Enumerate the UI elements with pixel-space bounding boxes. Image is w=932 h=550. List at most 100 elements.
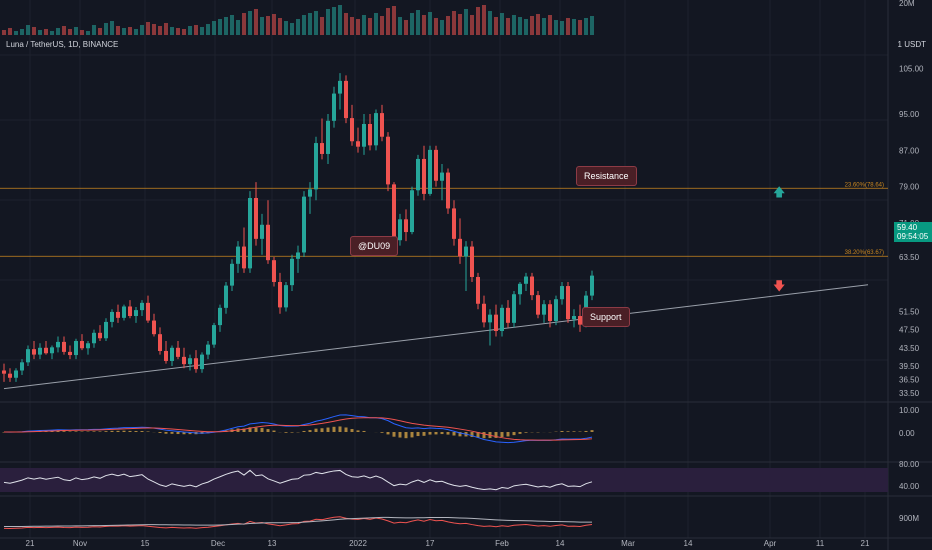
macd-histogram-bar	[566, 431, 570, 432]
macd-histogram-bar	[386, 432, 390, 435]
countdown: 09:54:05	[897, 232, 929, 241]
volume-bar	[68, 29, 72, 35]
macd-histogram-bar	[422, 432, 426, 436]
candle-body	[452, 208, 456, 239]
volume-bar	[512, 15, 516, 35]
macd-histogram-bar	[242, 428, 246, 432]
volume-bar	[428, 12, 432, 35]
volume-bar	[32, 27, 36, 35]
support-annotation[interactable]: Support	[582, 307, 630, 327]
rsi-pane	[0, 468, 888, 492]
volume-bar	[62, 26, 66, 35]
volume-bar	[248, 11, 252, 35]
volume-bar	[188, 26, 192, 35]
macd-histogram-bar	[512, 432, 516, 436]
volume-bar	[194, 25, 198, 35]
macd-histogram-bar	[188, 432, 192, 435]
macd-histogram-bar	[122, 430, 126, 432]
watermark-annotation[interactable]: @DU09	[350, 236, 399, 256]
time-axis-label: Dec	[211, 539, 225, 548]
volume-bar	[230, 15, 234, 35]
candle-body	[350, 118, 354, 142]
candle-body	[158, 334, 162, 351]
volume-bar	[392, 6, 396, 35]
volume-bar	[86, 31, 90, 35]
candle-body	[230, 263, 234, 286]
volume-bar	[308, 13, 312, 35]
volume-axis-label: 20M	[899, 0, 915, 8]
macd-histogram-bar	[74, 431, 78, 432]
candle-body	[80, 340, 84, 349]
volume-bar	[266, 16, 270, 35]
candle-body	[566, 286, 570, 320]
volume-bar	[260, 17, 264, 35]
time-axis-label: 21	[26, 539, 35, 548]
volume-bar	[140, 25, 144, 35]
candle-body	[368, 124, 372, 146]
time-axis-label: 13	[268, 539, 277, 548]
macd-histogram-bar	[458, 432, 462, 437]
vol-indicator-axis-label: 900M	[899, 514, 919, 523]
fib-levels: 23.60%(78.64) 38.20%(63.67)	[0, 182, 888, 257]
volume-bar	[368, 18, 372, 35]
candle-body	[176, 347, 180, 357]
volume-bar	[26, 25, 30, 35]
candle-body	[26, 349, 30, 363]
macd-histogram-bar	[446, 432, 450, 435]
macd-histogram-bar	[494, 432, 498, 438]
volume-bar	[278, 18, 282, 35]
candle-body	[56, 341, 60, 348]
macd-histogram-bar	[500, 432, 504, 438]
volume-bar	[110, 21, 114, 35]
volume-bar	[146, 22, 150, 35]
price-axis-label: 47.50	[899, 326, 920, 335]
candle-body	[302, 196, 306, 253]
symbol-title: Luna / TetherUS, 1D, BINANCE	[6, 40, 119, 49]
candle-body	[62, 341, 66, 352]
volume-bar	[38, 30, 42, 35]
resistance-annotation[interactable]: Resistance	[576, 166, 637, 186]
volume-bar	[176, 28, 180, 35]
volume-bar	[572, 19, 576, 35]
macd-histogram-bar	[266, 429, 270, 432]
macd-pane	[2, 414, 594, 444]
candle-body	[218, 307, 222, 326]
trendline[interactable]	[3, 284, 869, 390]
candle-body	[500, 307, 504, 331]
macd-histogram-bar	[392, 432, 396, 437]
candle-body	[242, 246, 246, 269]
candle-body	[140, 302, 144, 311]
time-axis[interactable]: 21 Nov 15 Dec 13 2022 17 Feb 14 Mar 14 Apr 11 21	[26, 539, 870, 548]
candle-body	[488, 314, 492, 323]
candle-body	[326, 120, 330, 154]
candle-body	[170, 347, 174, 361]
volume-bar	[422, 15, 426, 35]
volume-bar	[212, 21, 216, 35]
macd-histogram-bar	[434, 432, 438, 435]
last-price-tag: 59.40 09:54:05	[894, 222, 932, 242]
volume-bar	[338, 5, 342, 35]
volume-bar	[518, 17, 522, 35]
candle-body	[434, 149, 438, 181]
volume-bar	[362, 15, 366, 35]
macd-histogram-bar	[182, 432, 186, 435]
candle-body	[362, 124, 366, 147]
macd-histogram-bar	[116, 430, 120, 432]
macd-histogram-bar	[98, 431, 102, 432]
time-axis-label: 15	[141, 539, 150, 548]
volume-bar	[542, 18, 546, 35]
volume-bar	[182, 29, 186, 35]
macd-histogram-bar	[572, 431, 576, 432]
macd-axis-label: 10.00	[899, 406, 920, 415]
macd-histogram-bar	[170, 432, 174, 434]
candle-body	[206, 344, 210, 355]
volume-bar	[134, 29, 138, 35]
macd-histogram-bar	[590, 430, 594, 432]
volume-bar	[488, 11, 492, 35]
macd-histogram-bar	[524, 432, 528, 433]
macd-histogram-bar	[482, 432, 486, 439]
rsi-axis-label: 40.00	[899, 482, 920, 491]
candle-body	[542, 304, 546, 315]
candle-body	[512, 294, 516, 323]
